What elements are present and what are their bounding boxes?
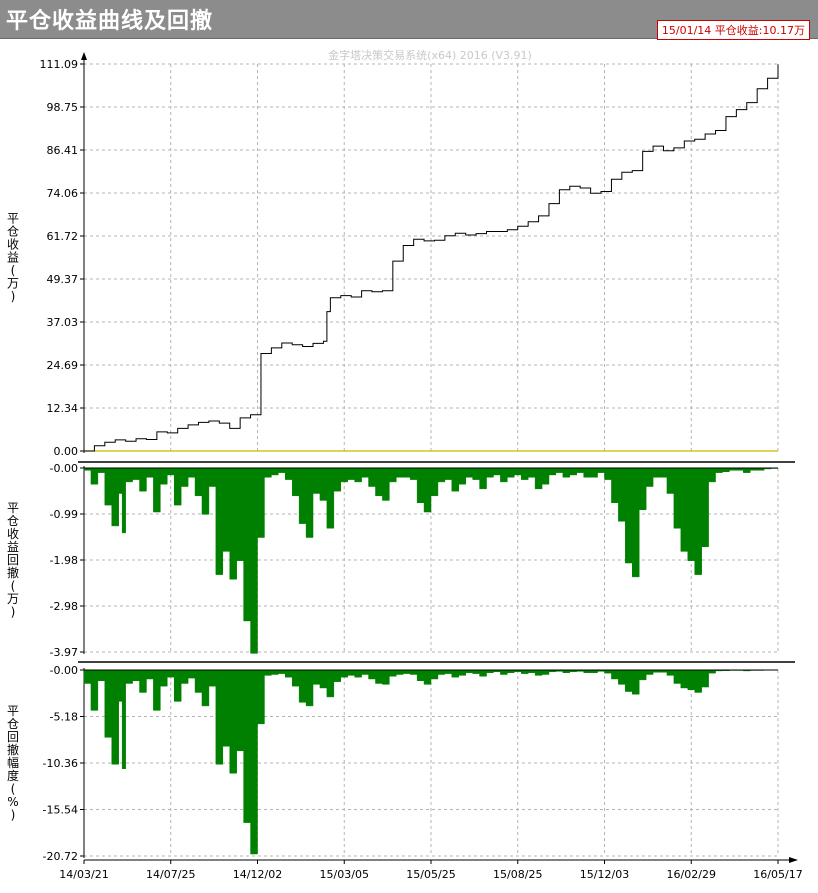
y-axis-label-char: 回 bbox=[7, 553, 19, 567]
y-tick-label: -10.36 bbox=[43, 757, 78, 770]
x-tick-label: 15/05/25 bbox=[406, 868, 455, 881]
status-badge: 15/01/14 平仓收益:10.17万 bbox=[656, 20, 810, 40]
y-axis-label-char: 收 bbox=[7, 238, 19, 252]
x-tick-label: 15/03/05 bbox=[320, 868, 369, 881]
y-axis-label-char: % bbox=[7, 795, 18, 809]
y-tick-label: 12.34 bbox=[47, 402, 79, 415]
y-tick-label: 37.03 bbox=[47, 316, 79, 329]
y-axis-label-char: 仓 bbox=[7, 717, 19, 731]
y-axis-label-char: ( bbox=[11, 579, 16, 593]
window-titlebar: 平仓收益曲线及回撤 15/01/14 平仓收益:10.17万 bbox=[0, 0, 818, 40]
x-tick-label: 15/08/25 bbox=[493, 868, 542, 881]
y-axis-label-char: 仓 bbox=[7, 514, 19, 528]
equity-curve-panel: 111.09 98.75 86.41 74.06 61.72 49.37 37.03 24.6… bbox=[7, 52, 795, 463]
y-tick-label: -2.98 bbox=[50, 600, 78, 613]
y-tick-label: 111.09 bbox=[40, 58, 79, 71]
y-tick-label: -20.72 bbox=[43, 850, 78, 863]
y-tick-label: -0.99 bbox=[50, 508, 78, 521]
watermark-text: 金字塔决策交易系统(x64) 2016 (V3.91) bbox=[328, 48, 532, 62]
y-axis-label-char: 仓 bbox=[7, 225, 19, 239]
x-tick-label: 16/05/17 bbox=[753, 868, 802, 881]
y-axis-label-char: 益 bbox=[7, 251, 19, 265]
y-tick-label: -0.00 bbox=[50, 462, 78, 475]
y-axis-label-char: 撤 bbox=[7, 565, 19, 580]
y-axis-label-char: 平 bbox=[7, 212, 19, 226]
y-tick-label: 98.75 bbox=[47, 101, 79, 114]
y-axis-label-char: 度 bbox=[7, 768, 19, 783]
y-axis-label: 平仓收益(万) bbox=[7, 212, 19, 304]
x-axis-arrow bbox=[789, 857, 798, 863]
y-tick-label: 61.72 bbox=[47, 230, 79, 243]
x-tick-label: 16/02/29 bbox=[667, 868, 716, 881]
y-axis-label-char: 平 bbox=[7, 704, 19, 718]
y-axis-arrow bbox=[81, 52, 87, 60]
y-axis-label-char: ( bbox=[11, 264, 16, 278]
y-axis-label-char: 撤 bbox=[7, 742, 19, 757]
y-tick-label: 0.00 bbox=[54, 445, 79, 458]
y-tick-label: -5.18 bbox=[50, 711, 78, 724]
y-axis-label-char: 收 bbox=[7, 527, 19, 541]
y-tick-label: 74.06 bbox=[47, 187, 79, 200]
equity-drawdown-chart: 金字塔决策交易系统(x64) 2016 (V3.91) 111.09 98.75 8… bbox=[7, 48, 803, 881]
y-axis-label-char: ( bbox=[11, 782, 16, 796]
y-tick-label: -3.97 bbox=[50, 646, 78, 659]
x-tick-label: 14/12/02 bbox=[233, 868, 282, 881]
y-axis-label-char: 幅 bbox=[7, 755, 19, 770]
y-tick-label: -1.98 bbox=[50, 554, 78, 567]
y-axis-label-char: ) bbox=[11, 605, 16, 619]
x-axis: 14/03/21 14/07/25 14/12/02 15/03/05 15/05/25… bbox=[59, 857, 803, 881]
y-axis-label-char: 平 bbox=[7, 501, 19, 515]
drawdown-area bbox=[83, 467, 779, 654]
window-title: 平仓收益曲线及回撤 bbox=[6, 9, 214, 34]
y-tick-label: -15.54 bbox=[43, 804, 78, 817]
y-tick-label: 49.37 bbox=[47, 273, 79, 286]
y-tick-label: 86.41 bbox=[47, 144, 79, 157]
y-axis-label-char: ) bbox=[11, 808, 16, 822]
y-tick-label: 24.69 bbox=[47, 359, 79, 372]
equity-curve-line bbox=[84, 64, 779, 452]
y-axis-label-char: 回 bbox=[7, 730, 19, 744]
x-tick-label: 14/03/21 bbox=[59, 868, 108, 881]
y-axis-label-char: 万 bbox=[7, 592, 19, 606]
y-tick-label: -0.00 bbox=[50, 664, 78, 677]
x-tick-label: 15/12/03 bbox=[580, 868, 629, 881]
x-tick-label: 14/07/25 bbox=[146, 868, 195, 881]
drawdown-area bbox=[83, 669, 779, 855]
y-axis-label-char: 万 bbox=[7, 277, 19, 291]
y-axis-label-char: 益 bbox=[7, 540, 19, 554]
y-axis-label-char: ) bbox=[11, 290, 16, 304]
